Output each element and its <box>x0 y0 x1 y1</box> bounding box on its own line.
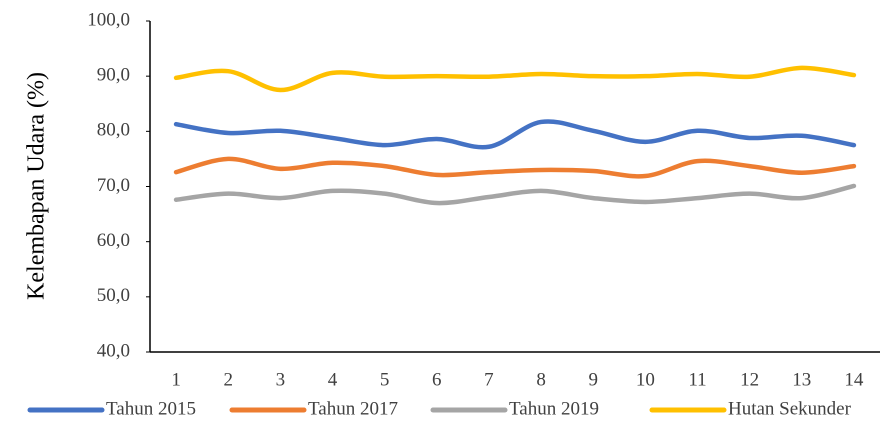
legend-label: Tahun 2015 <box>106 398 196 419</box>
x-tick-label: 4 <box>328 369 338 390</box>
legend-label: Hutan Sekunder <box>728 398 852 419</box>
x-tick-label: 14 <box>844 369 864 390</box>
series-line <box>173 65 857 93</box>
x-tick-label: 11 <box>688 369 706 390</box>
y-axis-label: Kelembapan Udara (%) <box>24 72 50 300</box>
x-tick-label: 9 <box>588 369 598 390</box>
x-tick-label: 13 <box>792 369 811 390</box>
x-tick-label: 8 <box>536 369 546 390</box>
series-line <box>173 183 857 206</box>
y-tick-label: 80,0 <box>97 120 130 141</box>
y-tick-label: 50,0 <box>97 285 130 306</box>
x-tick-label: 5 <box>380 369 390 390</box>
y-tick-label: 40,0 <box>97 340 130 361</box>
x-tick-label: 1 <box>171 369 181 390</box>
x-tick-label: 2 <box>223 369 233 390</box>
legend-label: Tahun 2017 <box>308 398 398 419</box>
x-tick-label: 12 <box>740 369 759 390</box>
legend-label: Tahun 2019 <box>509 398 599 419</box>
series-line <box>173 119 857 150</box>
x-tick-label: 6 <box>432 369 442 390</box>
y-tick-label: 90,0 <box>97 65 130 86</box>
y-tick-label: 60,0 <box>97 230 130 251</box>
x-tick-label: 3 <box>276 369 286 390</box>
y-tick-label: 100,0 <box>87 9 130 30</box>
x-tick-label: 7 <box>484 369 494 390</box>
x-tick-label: 10 <box>636 369 655 390</box>
series-line <box>173 156 857 179</box>
y-tick-label: 70,0 <box>97 175 130 196</box>
